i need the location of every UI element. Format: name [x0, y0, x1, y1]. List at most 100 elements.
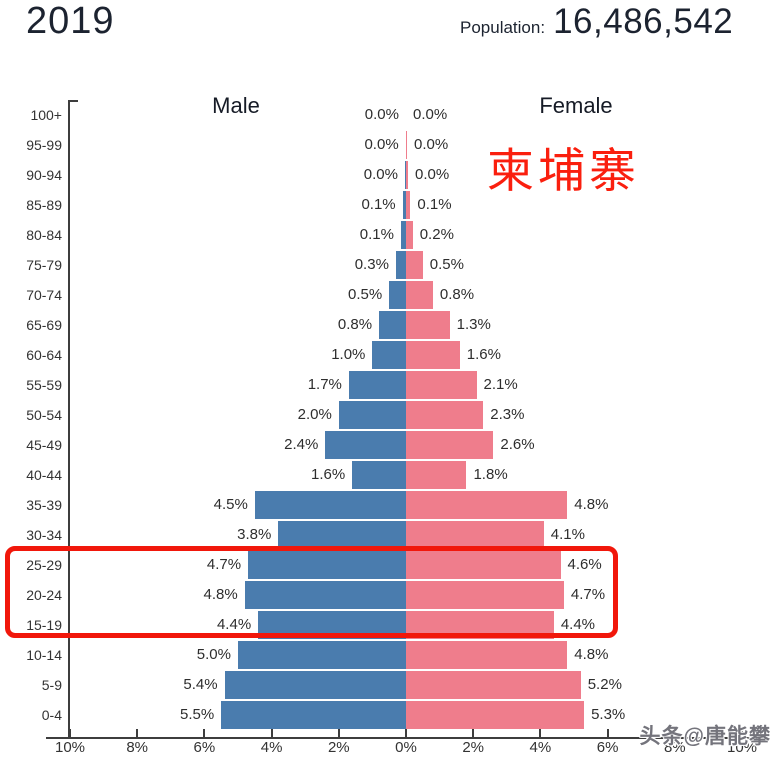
- age-group-label: 80-84: [26, 227, 62, 243]
- female-percent-label: 2.6%: [500, 436, 535, 453]
- age-group-label: 60-64: [26, 347, 62, 363]
- male-bar[interactable]: [254, 491, 406, 519]
- female-bar[interactable]: [406, 311, 450, 339]
- male-bar[interactable]: [224, 671, 406, 699]
- x-axis-tick-label: 2%: [462, 739, 485, 756]
- male-bar[interactable]: [402, 191, 406, 219]
- female-bar[interactable]: [406, 701, 585, 729]
- y-axis-top-tick: [68, 100, 78, 102]
- age-group-label: 15-19: [26, 617, 62, 633]
- male-percent-label: 5.0%: [196, 646, 231, 663]
- male-bar[interactable]: [389, 281, 406, 309]
- x-axis-tick-label: 4%: [529, 739, 552, 756]
- female-bar[interactable]: [406, 401, 484, 429]
- x-axis-tick: [606, 729, 609, 738]
- y-axis-line: [68, 100, 70, 739]
- x-axis-tick: [405, 729, 407, 738]
- male-bar[interactable]: [348, 371, 406, 399]
- female-bar[interactable]: [406, 611, 554, 639]
- pyramid-row: 0-4 5.5% 5.3%: [0, 700, 772, 730]
- male-bar[interactable]: [352, 461, 406, 489]
- pyramid-row: 25-29 4.7% 4.6%: [0, 550, 772, 580]
- pyramid-row: 100+ 0.0% 0.0%: [0, 100, 772, 130]
- female-bar[interactable]: [406, 221, 413, 249]
- x-axis-tick-label: 10%: [54, 739, 86, 756]
- female-percent-label: 1.6%: [466, 346, 501, 363]
- population-header: Population: 16,486,542: [460, 2, 733, 42]
- female-percent-label: 0.8%: [439, 286, 475, 303]
- male-bar[interactable]: [221, 701, 406, 729]
- female-percent-label: 0.0%: [415, 166, 450, 183]
- female-percent-label: 4.6%: [567, 556, 602, 573]
- pyramid-row: 75-79 0.3% 0.5%: [0, 250, 772, 280]
- female-percent-label: 4.8%: [574, 496, 609, 513]
- x-axis-tick-label: 2%: [327, 739, 350, 756]
- male-bar[interactable]: [244, 581, 406, 609]
- female-bar[interactable]: [406, 131, 407, 159]
- age-group-label: 100+: [30, 107, 62, 123]
- pyramid-row: 15-19 4.4% 4.4%: [0, 610, 772, 640]
- female-bar[interactable]: [406, 431, 494, 459]
- female-bar[interactable]: [406, 551, 561, 579]
- female-bar[interactable]: [406, 191, 411, 219]
- female-bar[interactable]: [406, 491, 568, 519]
- age-group-label: 50-54: [26, 407, 62, 423]
- male-percent-label: 0.8%: [337, 316, 373, 333]
- age-group-label: 35-39: [26, 497, 62, 513]
- female-percent-label: 2.3%: [490, 406, 525, 423]
- male-percent-label: 2.4%: [284, 436, 319, 453]
- male-bar[interactable]: [372, 341, 406, 369]
- pyramid-row: 5-9 5.4% 5.2%: [0, 670, 772, 700]
- age-group-label: 90-94: [26, 167, 62, 183]
- pyramid-row: 70-74 0.5% 0.8%: [0, 280, 772, 310]
- age-group-label: 5-9: [41, 677, 62, 693]
- female-bar[interactable]: [406, 281, 433, 309]
- pyramid-row: 40-44 1.6% 1.8%: [0, 460, 772, 490]
- pyramid-row: 10-14 5.0% 4.8%: [0, 640, 772, 670]
- age-group-label: 30-34: [26, 527, 62, 543]
- age-group-label: 45-49: [26, 437, 62, 453]
- female-percent-label: 0.0%: [414, 136, 449, 153]
- male-bar[interactable]: [238, 641, 406, 669]
- female-percent-label: 1.8%: [473, 466, 508, 483]
- male-series-label: Male: [212, 93, 260, 118]
- male-bar[interactable]: [248, 551, 406, 579]
- male-bar[interactable]: [400, 221, 406, 249]
- male-percent-label: 4.8%: [203, 586, 238, 603]
- male-percent-label: 1.6%: [311, 466, 346, 483]
- male-percent-label: 4.4%: [216, 616, 252, 633]
- age-group-label: 75-79: [26, 257, 62, 273]
- female-percent-label: 4.4%: [560, 616, 596, 633]
- x-axis-tick-label: 6%: [596, 739, 619, 756]
- female-bar[interactable]: [406, 521, 544, 549]
- male-bar[interactable]: [278, 521, 406, 549]
- pyramid-row: 60-64 1.0% 1.6%: [0, 340, 772, 370]
- population-value: 16,486,542: [553, 2, 734, 41]
- female-bar[interactable]: [406, 341, 460, 369]
- female-bar[interactable]: [406, 161, 409, 189]
- female-percent-label: 4.8%: [574, 646, 609, 663]
- pyramid-row: 45-49 2.4% 2.6%: [0, 430, 772, 460]
- x-axis-tick-label: 6%: [193, 739, 216, 756]
- female-bar[interactable]: [406, 461, 467, 489]
- male-percent-label: 4.7%: [206, 556, 242, 573]
- pyramid-row: 50-54 2.0% 2.3%: [0, 400, 772, 430]
- pyramid-row: 30-34 3.8% 4.1%: [0, 520, 772, 550]
- female-bar[interactable]: [406, 581, 564, 609]
- female-bar[interactable]: [406, 641, 568, 669]
- x-axis-tick: [136, 729, 139, 738]
- male-percent-label: 3.8%: [237, 526, 272, 543]
- male-bar[interactable]: [258, 611, 406, 639]
- x-axis-tick-label: 0%: [395, 739, 417, 756]
- male-bar[interactable]: [325, 431, 406, 459]
- male-percent-label: 4.5%: [213, 496, 248, 513]
- female-bar[interactable]: [406, 251, 423, 279]
- male-bar[interactable]: [405, 161, 406, 189]
- female-bar[interactable]: [406, 371, 477, 399]
- male-bar[interactable]: [379, 311, 406, 339]
- male-bar[interactable]: [395, 251, 406, 279]
- male-bar[interactable]: [338, 401, 406, 429]
- female-bar[interactable]: [406, 671, 581, 699]
- pyramid-row: 90-94 0.0% 0.0%: [0, 160, 772, 190]
- age-group-label: 95-99: [26, 137, 62, 153]
